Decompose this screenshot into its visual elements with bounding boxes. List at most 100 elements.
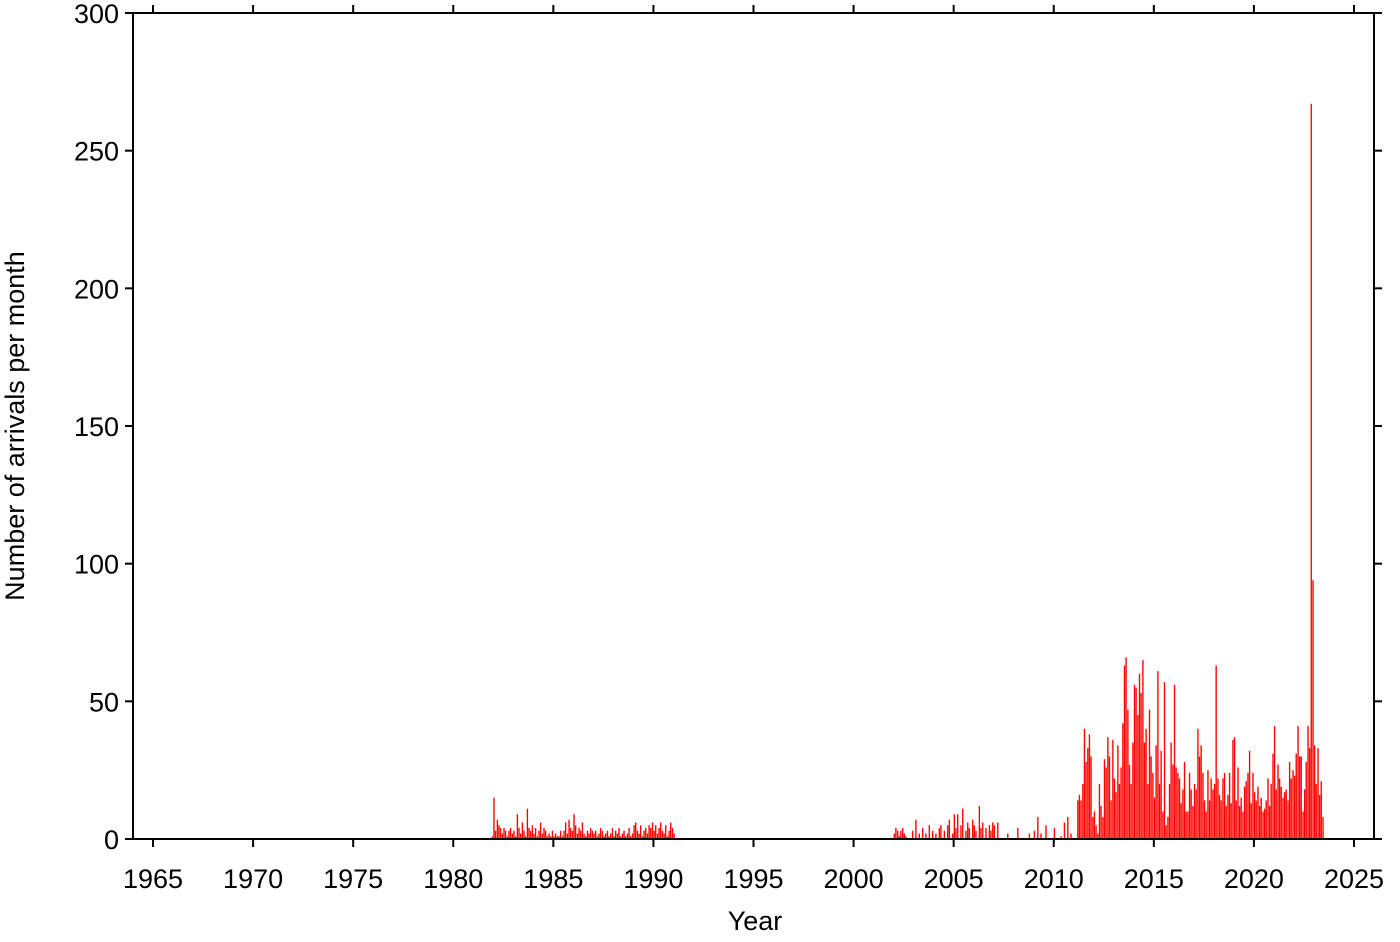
bar xyxy=(503,827,505,839)
bar xyxy=(508,830,510,839)
x-axis-label: Year xyxy=(728,906,783,936)
bar xyxy=(1168,783,1171,839)
bar xyxy=(1225,805,1227,839)
bar xyxy=(1155,745,1157,839)
bar xyxy=(1273,726,1276,839)
bar xyxy=(660,822,662,839)
bar xyxy=(1207,770,1209,839)
bar xyxy=(1298,756,1301,839)
bar xyxy=(1308,748,1311,839)
bar xyxy=(1192,805,1194,839)
bar xyxy=(1272,753,1274,839)
bar xyxy=(1182,789,1184,839)
bar xyxy=(1028,833,1031,839)
bar xyxy=(601,830,604,839)
bar xyxy=(1242,811,1244,839)
bar xyxy=(1145,728,1147,839)
bar xyxy=(604,833,607,839)
bar xyxy=(1307,726,1309,839)
bar xyxy=(516,814,519,839)
bar xyxy=(980,827,982,839)
bar xyxy=(1140,693,1142,839)
bar xyxy=(531,825,534,839)
bar xyxy=(932,830,934,839)
bar xyxy=(653,830,655,839)
bar xyxy=(568,819,570,839)
bar xyxy=(538,830,540,839)
bar xyxy=(611,827,614,839)
bar xyxy=(1067,816,1069,839)
bar xyxy=(1147,783,1149,839)
bar xyxy=(579,830,582,839)
bar xyxy=(619,836,622,839)
bar xyxy=(1097,833,1099,839)
bar xyxy=(588,833,590,839)
bar xyxy=(603,836,605,839)
bar xyxy=(975,830,977,839)
bar xyxy=(646,833,649,839)
bar xyxy=(898,836,900,839)
bar xyxy=(1122,723,1124,839)
bar xyxy=(1283,792,1286,839)
bar xyxy=(523,830,525,839)
bar xyxy=(1265,800,1267,839)
bar xyxy=(1303,789,1306,839)
bar xyxy=(1170,742,1172,839)
bar xyxy=(1317,748,1319,839)
bar xyxy=(1255,800,1257,839)
bar xyxy=(1180,803,1182,839)
bar xyxy=(1112,739,1114,839)
bar xyxy=(1193,783,1196,839)
bar xyxy=(1128,764,1131,839)
bar xyxy=(1110,800,1112,839)
bar xyxy=(648,825,650,839)
bar xyxy=(1160,750,1162,839)
bar xyxy=(1115,792,1117,839)
bar xyxy=(952,833,954,839)
bar xyxy=(1293,775,1296,839)
bar xyxy=(1275,789,1277,839)
bar xyxy=(1243,786,1246,839)
bar xyxy=(528,827,530,839)
bar xyxy=(524,836,527,839)
bar xyxy=(1172,764,1174,839)
bar xyxy=(493,797,495,839)
bar xyxy=(1238,805,1241,839)
bar xyxy=(511,833,514,839)
bar xyxy=(1095,825,1097,839)
bar xyxy=(1150,756,1152,839)
bar xyxy=(539,822,542,839)
bar xyxy=(1203,800,1206,839)
bar xyxy=(912,830,914,839)
y-tick-label: 150 xyxy=(74,412,119,442)
bar xyxy=(955,827,957,839)
bar xyxy=(1195,789,1197,839)
bar xyxy=(1045,825,1047,839)
x-tick-label: 1980 xyxy=(423,864,483,894)
bar xyxy=(1288,761,1291,839)
bar xyxy=(598,833,600,839)
x-tick-label: 1975 xyxy=(323,864,383,894)
bar xyxy=(1233,737,1236,839)
bar xyxy=(895,827,897,839)
bar xyxy=(614,830,617,839)
bar xyxy=(925,833,927,839)
bar xyxy=(631,833,634,839)
bar xyxy=(498,825,500,839)
bar xyxy=(957,814,959,839)
bar xyxy=(558,836,560,839)
bar xyxy=(509,827,512,839)
bar xyxy=(915,819,917,839)
bar xyxy=(978,805,981,839)
bar xyxy=(1212,789,1214,839)
bar xyxy=(973,825,976,839)
bar xyxy=(499,827,502,839)
bar xyxy=(501,833,504,839)
x-tick-label: 2020 xyxy=(1224,864,1284,894)
bar xyxy=(670,822,672,839)
bar xyxy=(1235,800,1237,839)
bar xyxy=(1053,827,1056,839)
bar xyxy=(1282,797,1284,839)
bar xyxy=(650,827,652,839)
